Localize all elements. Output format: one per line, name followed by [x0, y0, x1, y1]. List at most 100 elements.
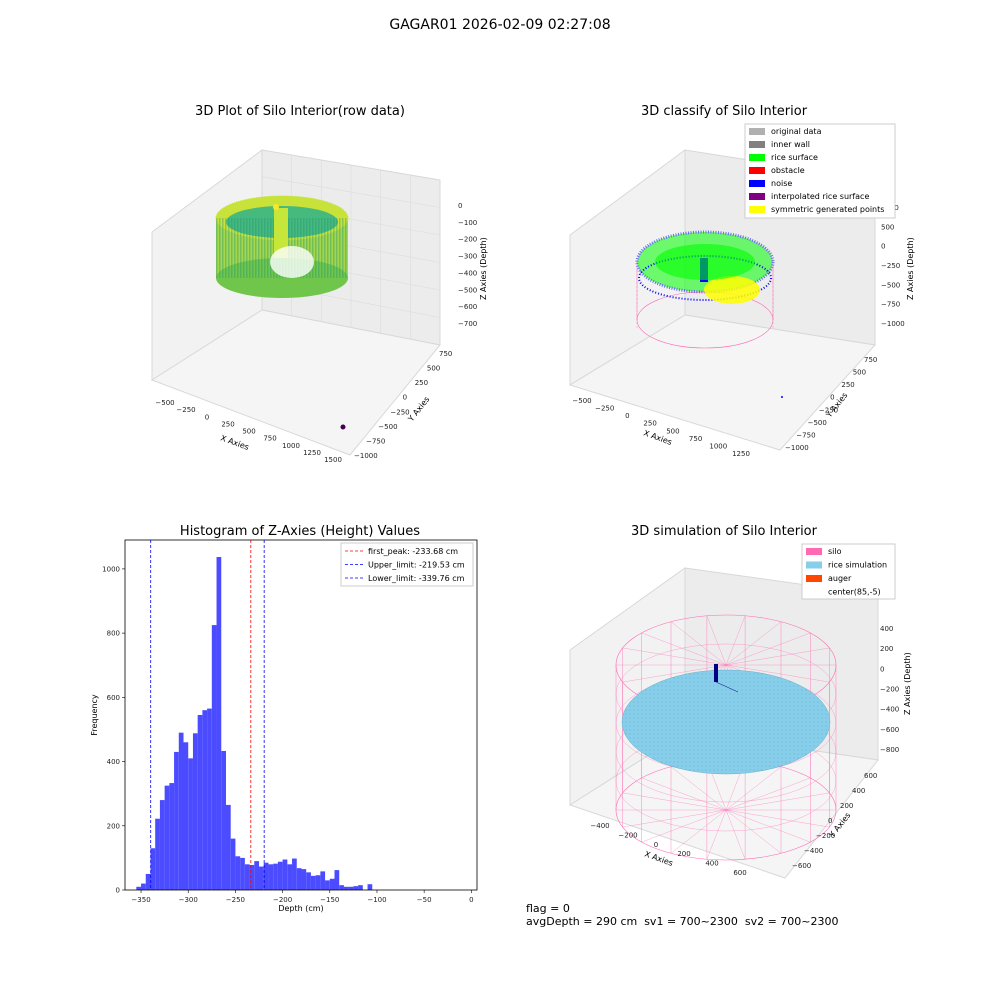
histogram-bar: [310, 875, 316, 890]
histogram-bar: [188, 758, 193, 890]
plot2-x-tick: 1250: [732, 450, 750, 458]
histogram-y-tick: 200: [107, 822, 120, 830]
plot1-z-tick: −100: [458, 219, 477, 227]
plot3-title: Histogram of Z-Axies (Height) Values: [179, 524, 421, 539]
plot2-x-tick: 1000: [709, 442, 727, 450]
plot2-x-tick: 0: [625, 412, 629, 420]
histogram-bar: [259, 866, 264, 890]
plot2-legend-label: interpolated rice surface: [771, 192, 869, 201]
histogram-bar: [174, 751, 179, 890]
plot4-y-tick: 200: [840, 802, 853, 810]
plot2-y-tick: 500: [853, 369, 866, 377]
histogram-bar: [202, 710, 208, 890]
plot1-x-tick: 250: [221, 420, 234, 428]
plot2-x-tick: 750: [689, 435, 702, 443]
plot4-z-tick: 0: [880, 665, 884, 673]
plot2-z-tick: −1000: [881, 320, 905, 328]
histogram-legend-label: first_peak: -233.68 cm: [368, 547, 458, 556]
plot4-y-tick: 400: [852, 787, 865, 795]
plot4-3d-chart: −400 −200 0 200 400 600 −600 −400 −200 0 200 400 60…: [568, 543, 912, 879]
histogram-ylabel: Frequency: [90, 694, 99, 736]
plot2-z-tick: −500: [881, 281, 900, 289]
plot2-z-tick: 500: [881, 223, 894, 231]
histogram-frame: [124, 539, 478, 891]
plot4-legend-swatch: [806, 548, 822, 555]
histogram-bar: [225, 804, 231, 890]
plot2-y-tick: 750: [864, 356, 877, 364]
plot2-legend-swatch: [749, 180, 765, 187]
plot2-z-tick: −250: [881, 262, 900, 270]
plot4-z-tick: 200: [880, 645, 893, 653]
plot2-legend-swatch: [749, 128, 765, 135]
plot2-legend-label: rice surface: [771, 153, 818, 162]
plot4-x-tick: 400: [705, 860, 718, 868]
auger-marker: [714, 664, 718, 682]
histogram-bar: [367, 884, 373, 890]
plot2-y-tick: −750: [796, 431, 815, 439]
histogram-chart: −350 −300 −250 −200 −150 −100 −50 0 0 200 400 600 8…: [90, 539, 478, 913]
plot2-x-tick: −250: [595, 405, 614, 413]
plot2-zlabel: Z Axies (Depth): [906, 237, 915, 300]
histogram-bar: [197, 715, 203, 890]
histogram-bar: [216, 557, 222, 890]
histogram-x-tick: −300: [179, 896, 198, 904]
histogram-y-tick: 400: [107, 758, 120, 766]
plot1-x-tick: 1500: [324, 456, 342, 464]
plot2-legend-label: obstacle: [771, 166, 805, 175]
plot4-z-tick: 400: [880, 625, 893, 633]
histogram-bar: [230, 838, 236, 890]
plot2-x-tick: −500: [572, 397, 591, 405]
histogram-bar: [334, 870, 340, 890]
histogram-x-tick: −100: [367, 896, 386, 904]
plot1-ylabel: Y Axies: [406, 395, 432, 424]
histogram-bar: [353, 886, 359, 890]
plot2-pane-floor: [568, 314, 876, 451]
plot1-y-tick: 250: [415, 379, 428, 387]
histogram-x-ticks: −350 −300 −250 −200 −150 −100 −50 0: [131, 890, 474, 904]
plot4-legend-swatch: [806, 561, 822, 569]
plot1-x-tick: −500: [155, 399, 174, 407]
histogram-bar: [292, 858, 297, 890]
plot2-y-tick: −250: [819, 406, 838, 414]
plot1-z-tick: −600: [458, 303, 477, 311]
plot4-z-tick: −400: [880, 706, 899, 714]
histogram-bar: [164, 785, 170, 890]
plot1-point-cloud: [215, 195, 349, 430]
histogram-y-ticks: 0 200 400 600 800 1000: [102, 565, 125, 895]
plot2-legend-swatch: [749, 193, 765, 200]
histogram-bar: [155, 818, 160, 890]
plot1-z-tick: −300: [458, 253, 477, 261]
histogram-bar: [145, 873, 151, 890]
plot1-y-tick: 0: [403, 394, 407, 402]
plot2-y-tick: 0: [830, 394, 834, 402]
plot1-y-tick: −250: [390, 408, 409, 416]
plot1-z-tick: 0: [458, 202, 462, 210]
histogram-bar: [178, 732, 184, 890]
plot4-y-tick: −600: [792, 862, 811, 870]
plot4-legend-label: rice simulation: [828, 561, 887, 570]
plot4-xlabel: X Axies: [643, 849, 674, 868]
plot4-simulation: [615, 614, 837, 861]
plot1-z-tick: −700: [458, 320, 477, 328]
plot4-x-tick: 600: [733, 869, 746, 877]
plot1-x-tick: 500: [242, 428, 255, 436]
plot1-y-tick: 750: [439, 350, 452, 358]
plot2-z-tick: −750: [881, 301, 900, 309]
histogram-bar: [329, 878, 335, 890]
histogram-bar: [268, 864, 274, 890]
plot1-y-tick: −500: [378, 423, 397, 431]
histogram-bar: [150, 848, 156, 890]
sv2-text: sv2 = 700~2300: [744, 915, 839, 928]
histogram-bar: [301, 869, 307, 890]
plot1-y-tick: −750: [366, 437, 385, 445]
plot2-legend-label: symmetric generated points: [771, 205, 884, 214]
histogram-x-tick: −50: [417, 896, 432, 904]
plot2-z-tick: 0: [881, 243, 885, 251]
plot2-x-tick: 250: [643, 420, 656, 428]
plot2-legend-swatch: [749, 167, 765, 174]
histogram-legend-label: Lower_limit: -339.76 cm: [368, 574, 465, 583]
plot1-x-tick: −250: [176, 406, 195, 414]
plot4-z-tick: −800: [880, 746, 899, 754]
histogram-y-tick: 0: [116, 887, 120, 895]
histogram-reference-lines: [150, 540, 265, 890]
